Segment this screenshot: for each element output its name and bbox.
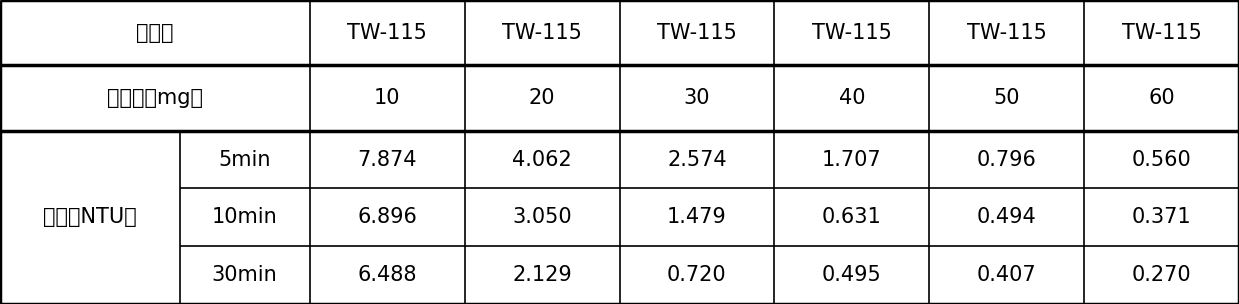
Text: 紧凝剂: 紧凝剂 <box>136 23 173 43</box>
Text: TW-115: TW-115 <box>966 23 1047 43</box>
Text: 50: 50 <box>994 88 1020 108</box>
Text: 0.270: 0.270 <box>1131 265 1192 285</box>
Text: 30: 30 <box>684 88 710 108</box>
Text: 3.050: 3.050 <box>512 207 572 227</box>
Text: 20: 20 <box>529 88 555 108</box>
Text: 6.896: 6.896 <box>357 207 418 227</box>
Text: 0.495: 0.495 <box>821 265 882 285</box>
Text: 2.129: 2.129 <box>512 265 572 285</box>
Text: 2.574: 2.574 <box>667 150 727 170</box>
Text: 0.371: 0.371 <box>1131 207 1192 227</box>
Text: 4.062: 4.062 <box>512 150 572 170</box>
Text: 60: 60 <box>1149 88 1175 108</box>
Text: 0.407: 0.407 <box>976 265 1037 285</box>
Text: 0.720: 0.720 <box>667 265 727 285</box>
Text: 加药量（mg）: 加药量（mg） <box>107 88 203 108</box>
Text: 7.874: 7.874 <box>357 150 418 170</box>
Text: 1.707: 1.707 <box>821 150 882 170</box>
Text: 30min: 30min <box>212 265 278 285</box>
Text: TW-115: TW-115 <box>502 23 582 43</box>
Text: 40: 40 <box>839 88 865 108</box>
Text: 6.488: 6.488 <box>357 265 418 285</box>
Text: TW-115: TW-115 <box>1121 23 1202 43</box>
Text: TW-115: TW-115 <box>812 23 892 43</box>
Text: 0.494: 0.494 <box>976 207 1037 227</box>
Text: 1.479: 1.479 <box>667 207 727 227</box>
Text: 0.796: 0.796 <box>976 150 1037 170</box>
Text: TW-115: TW-115 <box>347 23 427 43</box>
Text: TW-115: TW-115 <box>657 23 737 43</box>
Text: 10: 10 <box>374 88 400 108</box>
Text: 0.631: 0.631 <box>821 207 882 227</box>
Text: 余浊（NTU）: 余浊（NTU） <box>43 207 136 227</box>
Text: 0.560: 0.560 <box>1131 150 1192 170</box>
Text: 10min: 10min <box>212 207 278 227</box>
Text: 5min: 5min <box>218 150 271 170</box>
